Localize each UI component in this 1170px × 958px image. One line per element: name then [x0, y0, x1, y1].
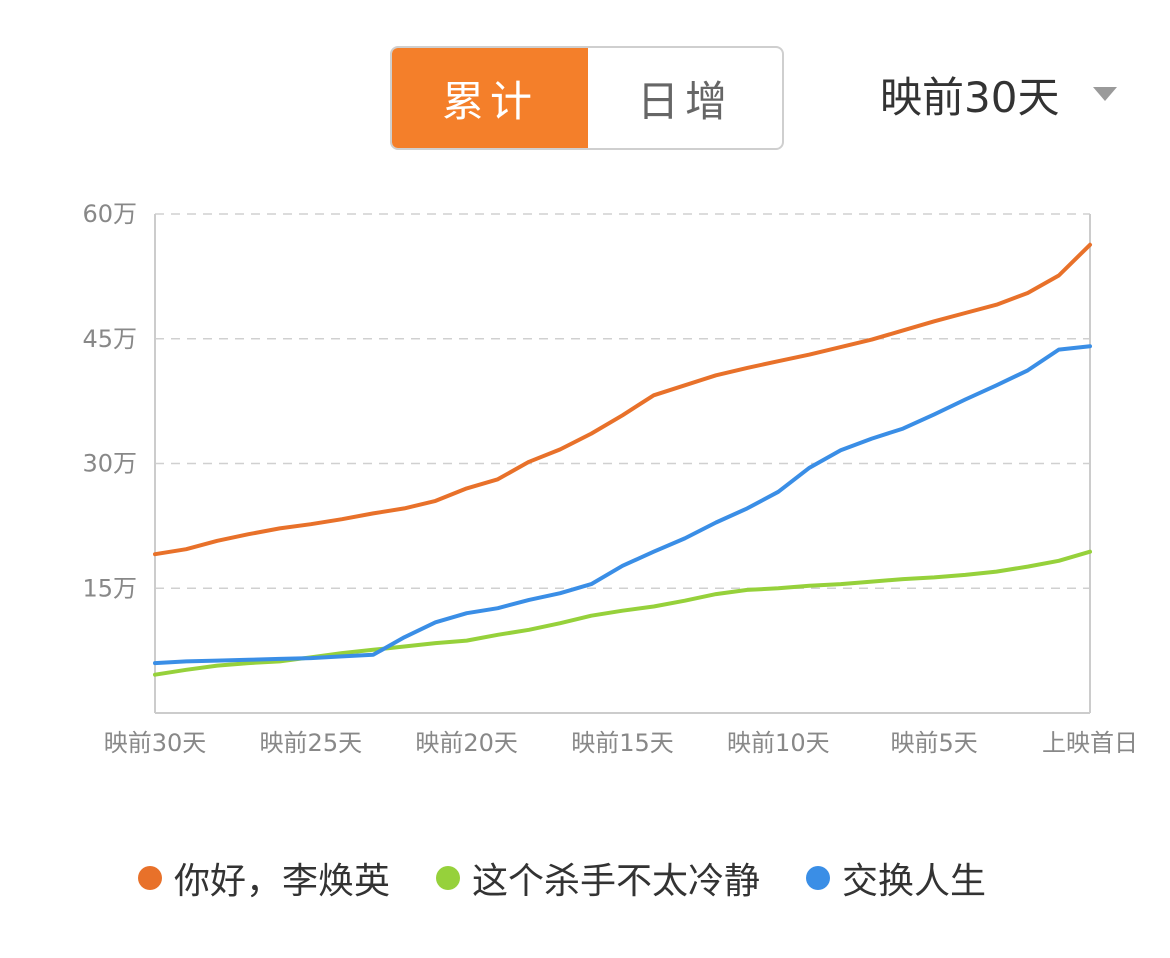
tab-daily[interactable]: 日增: [636, 76, 733, 126]
tab-cumulative[interactable]: 累计: [392, 48, 588, 148]
legend-label: 这个杀手不太冷静: [472, 861, 761, 902]
series-line-2: [153, 344, 1092, 666]
y-tick-label: 45万: [82, 325, 137, 353]
x-tick-label: 上映首日: [1042, 729, 1138, 757]
legend-dot: [436, 866, 461, 890]
y-tick-label: 15万: [82, 574, 137, 602]
x-tick-label: 映前10天: [727, 729, 830, 757]
legend-item-lihuanying[interactable]: 你好，李焕英: [138, 852, 390, 904]
legend-item-killer[interactable]: 这个杀手不太冷静: [436, 852, 760, 904]
x-tick-label: 映前30天: [104, 729, 207, 757]
legend-dot: [138, 866, 162, 890]
x-tick-label: 映前20天: [415, 729, 518, 757]
y-tick-label: 30万: [82, 450, 137, 478]
x-tick-label: 映前5天: [891, 729, 978, 757]
caret-down-icon: [1093, 87, 1118, 101]
view-toggle: 累计 日增: [390, 46, 784, 150]
y-tick-label: 60万: [82, 200, 137, 228]
x-tick-label: 映前25天: [260, 729, 363, 757]
legend-label: 你好，李焕英: [174, 861, 391, 902]
series-line-0: [153, 242, 1092, 557]
range-label: 映前30天: [880, 72, 1060, 122]
range-dropdown[interactable]: 映前30天: [880, 62, 1118, 126]
legend-dot: [806, 866, 831, 890]
legend: 你好，李焕英 这个杀手不太冷静 交换人生: [138, 852, 1032, 904]
x-tick-label: 映前15天: [571, 729, 674, 757]
legend-label: 交换人生: [842, 861, 987, 902]
legend-item-jiaohuanrensheng[interactable]: 交换人生: [806, 852, 986, 904]
series-line-1: [153, 549, 1092, 677]
